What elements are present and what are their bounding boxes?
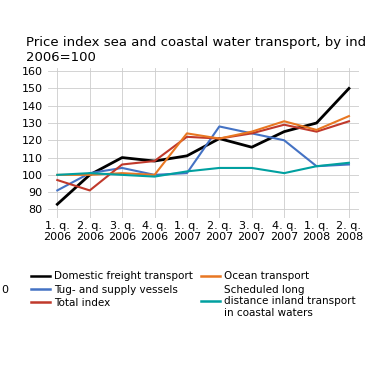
Ocean transport — [152, 173, 157, 177]
Line: Domestic freight transport: Domestic freight transport — [57, 88, 349, 204]
Line: Total index: Total index — [57, 121, 349, 190]
Domestic freight transport — [282, 129, 286, 134]
Ocean transport — [217, 136, 221, 141]
Ocean transport — [282, 119, 286, 124]
Tug- and supply vessels — [314, 164, 319, 168]
Line: Tug- and supply vessels: Tug- and supply vessels — [57, 126, 349, 190]
Domestic freight transport — [87, 173, 92, 177]
Scheduled long
distance inland transport
in coastal waters — [282, 171, 286, 175]
Text: 0: 0 — [2, 285, 9, 295]
Domestic freight transport — [185, 153, 189, 158]
Tug- and supply vessels — [250, 131, 254, 136]
Scheduled long
distance inland transport
in coastal waters — [120, 173, 124, 177]
Tug- and supply vessels — [185, 171, 189, 175]
Total index — [347, 119, 351, 124]
Tug- and supply vessels — [282, 138, 286, 143]
Domestic freight transport — [152, 159, 157, 163]
Line: Scheduled long
distance inland transport
in coastal waters: Scheduled long distance inland transport… — [57, 163, 349, 177]
Total index — [185, 135, 189, 139]
Tug- and supply vessels — [152, 173, 157, 177]
Ocean transport — [250, 129, 254, 134]
Ocean transport — [185, 131, 189, 136]
Scheduled long
distance inland transport
in coastal waters — [87, 171, 92, 175]
Line: Ocean transport: Ocean transport — [57, 116, 349, 175]
Domestic freight transport — [314, 121, 319, 125]
Scheduled long
distance inland transport
in coastal waters — [217, 166, 221, 170]
Ocean transport — [55, 173, 60, 177]
Legend: Domestic freight transport, Tug- and supply vessels, Total index, Ocean transpor: Domestic freight transport, Tug- and sup… — [31, 271, 356, 318]
Total index — [314, 129, 319, 134]
Domestic freight transport — [217, 136, 221, 141]
Total index — [87, 188, 92, 193]
Ocean transport — [347, 114, 351, 118]
Total index — [55, 178, 60, 182]
Scheduled long
distance inland transport
in coastal waters — [185, 169, 189, 174]
Ocean transport — [314, 128, 319, 132]
Tug- and supply vessels — [217, 124, 221, 129]
Domestic freight transport — [120, 155, 124, 160]
Scheduled long
distance inland transport
in coastal waters — [347, 161, 351, 165]
Total index — [120, 162, 124, 167]
Tug- and supply vessels — [347, 162, 351, 167]
Domestic freight transport — [250, 145, 254, 149]
Scheduled long
distance inland transport
in coastal waters — [250, 166, 254, 170]
Scheduled long
distance inland transport
in coastal waters — [55, 173, 60, 177]
Tug- and supply vessels — [120, 166, 124, 170]
Total index — [217, 136, 221, 141]
Text: Price index sea and coastal water transport, by industry.
2006=100: Price index sea and coastal water transp… — [26, 36, 366, 64]
Domestic freight transport — [347, 86, 351, 91]
Ocean transport — [120, 171, 124, 175]
Domestic freight transport — [55, 202, 60, 206]
Total index — [152, 159, 157, 163]
Tug- and supply vessels — [55, 188, 60, 193]
Scheduled long
distance inland transport
in coastal waters — [314, 164, 319, 168]
Ocean transport — [87, 173, 92, 177]
Total index — [250, 131, 254, 136]
Total index — [282, 123, 286, 127]
Scheduled long
distance inland transport
in coastal waters — [152, 174, 157, 179]
Tug- and supply vessels — [87, 171, 92, 175]
